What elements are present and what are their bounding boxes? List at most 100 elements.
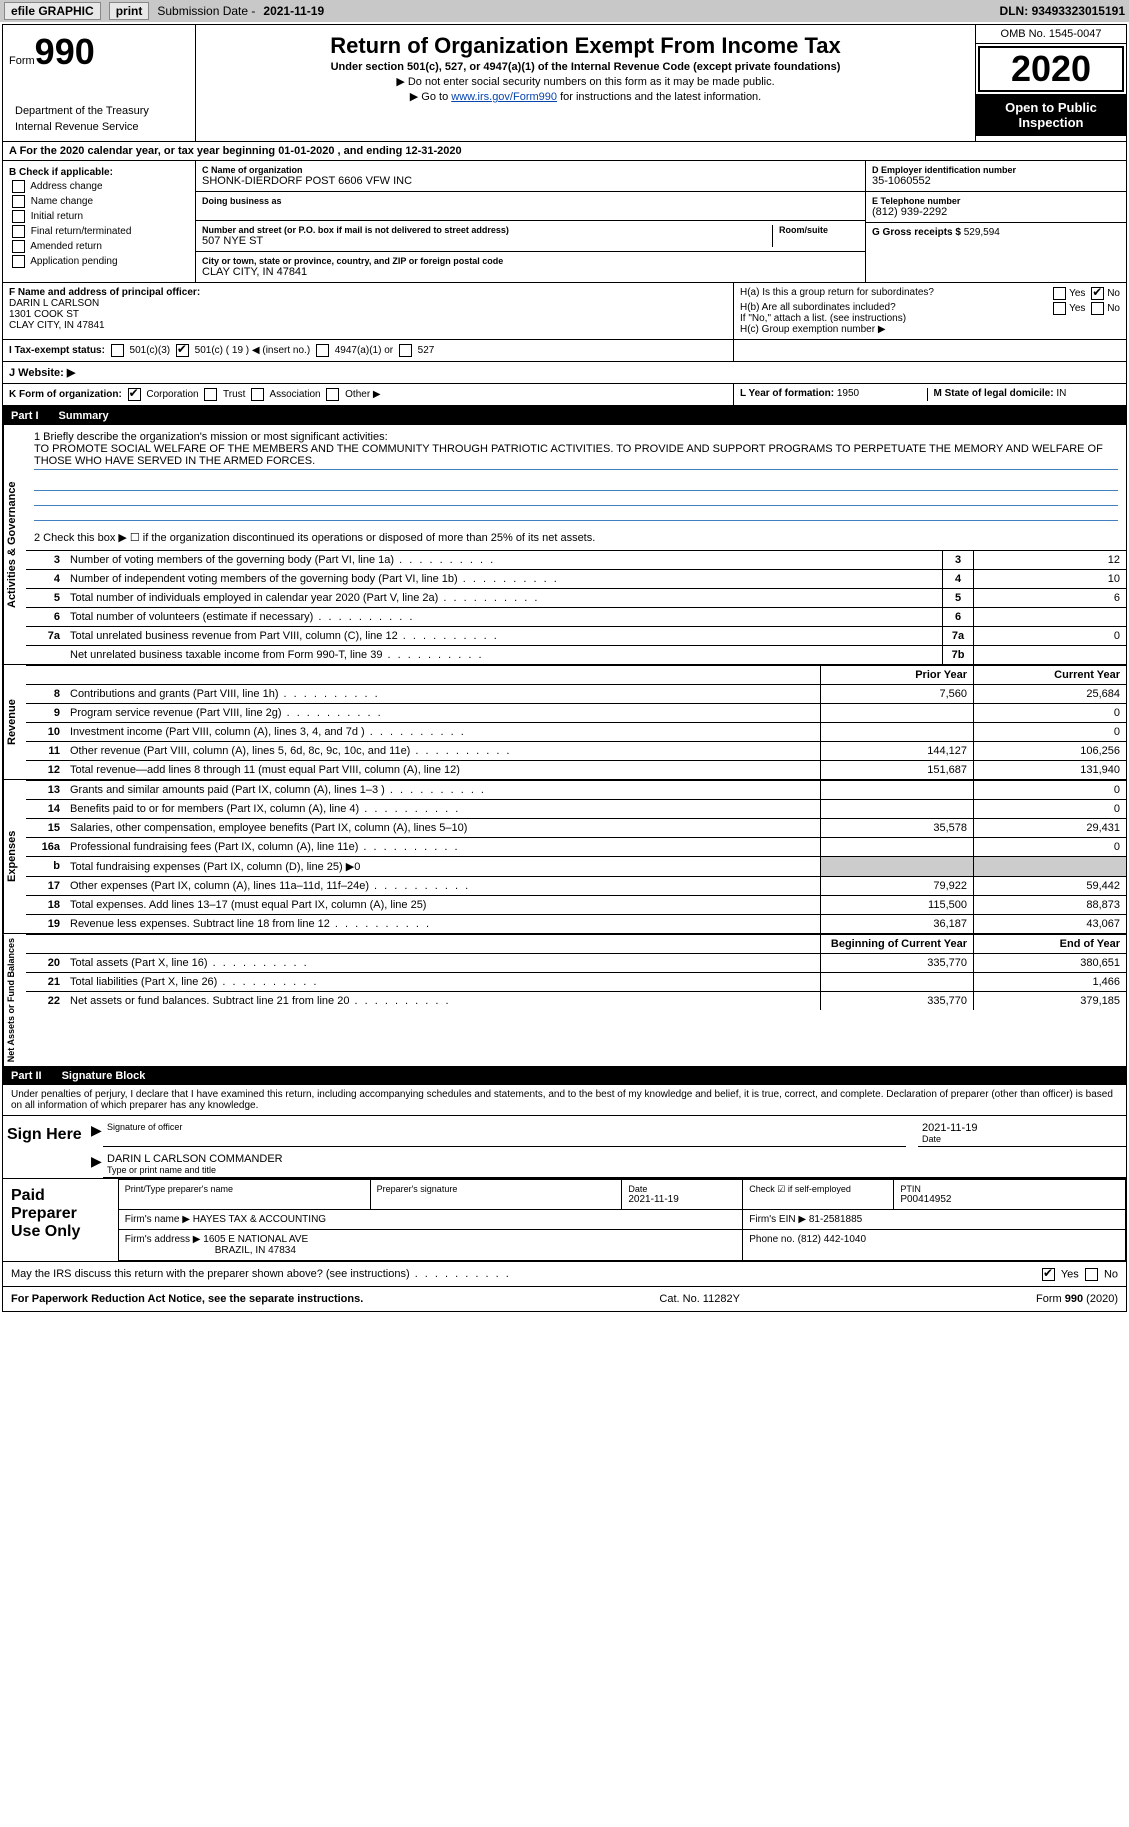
cb-other[interactable] <box>326 388 339 401</box>
open-to-public: Open to Public Inspection <box>976 94 1126 136</box>
officer-group-row: F Name and address of principal officer:… <box>3 283 1126 340</box>
gross-receipts-label: G Gross receipts $ <box>872 227 961 238</box>
checkbox-amended[interactable] <box>12 240 25 253</box>
col-current: Current Year <box>973 666 1126 684</box>
dept-treasury: Department of the Treasury <box>9 103 189 119</box>
line4-val: 10 <box>973 570 1126 588</box>
line6-val <box>973 608 1126 626</box>
page-footer: For Paperwork Reduction Act Notice, see … <box>3 1286 1126 1311</box>
sig-officer-label: Signature of officer <box>107 1122 902 1132</box>
street-address: 507 NYE ST <box>202 235 766 247</box>
state-domicile: IN <box>1056 388 1066 399</box>
firm-ein: 81-2581885 <box>809 1214 862 1225</box>
entity-info: B Check if applicable: Address change Na… <box>3 161 1126 283</box>
preparer-table: Print/Type preparer's name Preparer's si… <box>118 1179 1126 1261</box>
line7b-val <box>973 646 1126 664</box>
hb-yes[interactable] <box>1053 302 1066 315</box>
cat-no: Cat. No. 11282Y <box>659 1293 740 1305</box>
cb-trust[interactable] <box>204 388 217 401</box>
officer-name: DARIN L CARLSON <box>9 298 727 309</box>
cb-501c3[interactable] <box>111 344 124 357</box>
ein-label: D Employer identification number <box>872 165 1120 175</box>
checkbox-address-change[interactable] <box>12 180 25 193</box>
firm-phone: (812) 442-1040 <box>798 1234 866 1245</box>
org-name: SHONK-DIERDORF POST 6606 VFW INC <box>202 175 859 187</box>
city-value: CLAY CITY, IN 47841 <box>202 266 859 278</box>
print-button[interactable]: print <box>109 2 150 20</box>
vlabel-netassets: Net Assets or Fund Balances <box>3 934 26 1066</box>
room-label: Room/suite <box>779 225 859 235</box>
cb-corp[interactable] <box>128 388 141 401</box>
tax-exempt-status: I Tax-exempt status: 501(c)(3) 501(c) ( … <box>3 340 734 361</box>
firm-addr2: BRAZIL, IN 47834 <box>215 1245 296 1256</box>
form-of-org: K Form of organization: Corporation Trus… <box>3 384 734 405</box>
year-formation: 1950 <box>837 388 859 399</box>
efile-graphic-button[interactable]: efile GRAPHIC <box>4 2 101 20</box>
checkbox-final-return[interactable] <box>12 225 25 238</box>
tax-year: 2020 <box>980 48 1122 90</box>
line5-val: 6 <box>973 589 1126 607</box>
org-name-label: C Name of organization <box>202 165 859 175</box>
line19-current: 43,067 <box>973 915 1126 933</box>
form-subtitle: Under section 501(c), 527, or 4947(a)(1)… <box>206 61 965 73</box>
line22-current: 379,185 <box>973 992 1126 1010</box>
cb-4947[interactable] <box>316 344 329 357</box>
paid-preparer-label: Paid Preparer Use Only <box>3 1179 118 1261</box>
perjury-declaration: Under penalties of perjury, I declare th… <box>3 1085 1126 1115</box>
arrow-icon: ▶ <box>91 1122 102 1139</box>
pra-notice: For Paperwork Reduction Act Notice, see … <box>11 1293 363 1305</box>
line2-discontinued: 2 Check this box ▶ ☐ if the organization… <box>34 531 1118 544</box>
line8-current: 25,684 <box>973 685 1126 703</box>
irs-link[interactable]: www.irs.gov/Form990 <box>451 91 557 103</box>
form-number: 990 <box>35 31 95 73</box>
ptin: P00414952 <box>900 1194 1119 1205</box>
mission-question: 1 Briefly describe the organization's mi… <box>34 431 1118 443</box>
checkbox-name-change[interactable] <box>12 195 25 208</box>
submission-date: 2021-11-19 <box>263 4 324 18</box>
form-ref: Form 990 (2020) <box>1036 1293 1118 1305</box>
vlabel-expenses: Expenses <box>3 780 26 933</box>
part1-header: Part I Summary <box>3 407 1126 425</box>
dln: DLN: 93493323015191 <box>1000 4 1125 18</box>
tax-period: A For the 2020 calendar year, or tax yea… <box>3 142 1126 161</box>
address-label: Number and street (or P.O. box if mail i… <box>202 225 766 235</box>
sign-here-label: Sign Here <box>3 1116 91 1178</box>
checkbox-initial-return[interactable] <box>12 210 25 223</box>
vlabel-governance: Activities & Governance <box>3 425 26 664</box>
hb-label: H(b) Are all subordinates included? <box>740 302 896 313</box>
line12-current: 131,940 <box>973 761 1126 779</box>
sig-date: 2021-11-19 <box>922 1122 1122 1134</box>
omb-number: OMB No. 1545-0047 <box>976 25 1126 44</box>
officer-addr2: CLAY CITY, IN 47841 <box>9 320 727 331</box>
hc-label: H(c) Group exemption number ▶ <box>740 324 1120 335</box>
discuss-no[interactable] <box>1085 1268 1098 1281</box>
discuss-yes[interactable] <box>1042 1268 1055 1281</box>
box-b: B Check if applicable: Address change Na… <box>3 161 196 282</box>
firm-name: HAYES TAX & ACCOUNTING <box>193 1214 326 1225</box>
part2-header: Part II Signature Block <box>3 1067 1126 1085</box>
line3-val: 12 <box>973 551 1126 569</box>
dept-irs: Internal Revenue Service <box>9 119 189 135</box>
cb-501c[interactable] <box>176 344 189 357</box>
dba-label: Doing business as <box>202 196 859 206</box>
col-boy: Beginning of Current Year <box>820 935 973 953</box>
ha-no[interactable] <box>1091 287 1104 300</box>
ha-yes[interactable] <box>1053 287 1066 300</box>
firm-addr1: 1605 E NATIONAL AVE <box>203 1234 308 1245</box>
phone-value: (812) 939-2292 <box>872 206 1120 218</box>
col-eoy: End of Year <box>973 935 1126 953</box>
website-row: J Website: ▶ <box>3 362 1126 384</box>
cb-assoc[interactable] <box>251 388 264 401</box>
city-label: City or town, state or province, country… <box>202 256 859 266</box>
arrow-icon: ▶ <box>91 1153 102 1170</box>
cb-527[interactable] <box>399 344 412 357</box>
line7a-val: 0 <box>973 627 1126 645</box>
checkbox-app-pending[interactable] <box>12 255 25 268</box>
ein-value: 35-1060552 <box>872 175 1120 187</box>
top-toolbar: efile GRAPHIC print Submission Date - 20… <box>0 0 1129 22</box>
form-header: Form 990 Department of the Treasury Inte… <box>3 25 1126 142</box>
hb-no[interactable] <box>1091 302 1104 315</box>
goto-note: ▶ Go to www.irs.gov/Form990 for instruct… <box>206 90 965 103</box>
col-prior: Prior Year <box>820 666 973 684</box>
vlabel-revenue: Revenue <box>3 665 26 779</box>
